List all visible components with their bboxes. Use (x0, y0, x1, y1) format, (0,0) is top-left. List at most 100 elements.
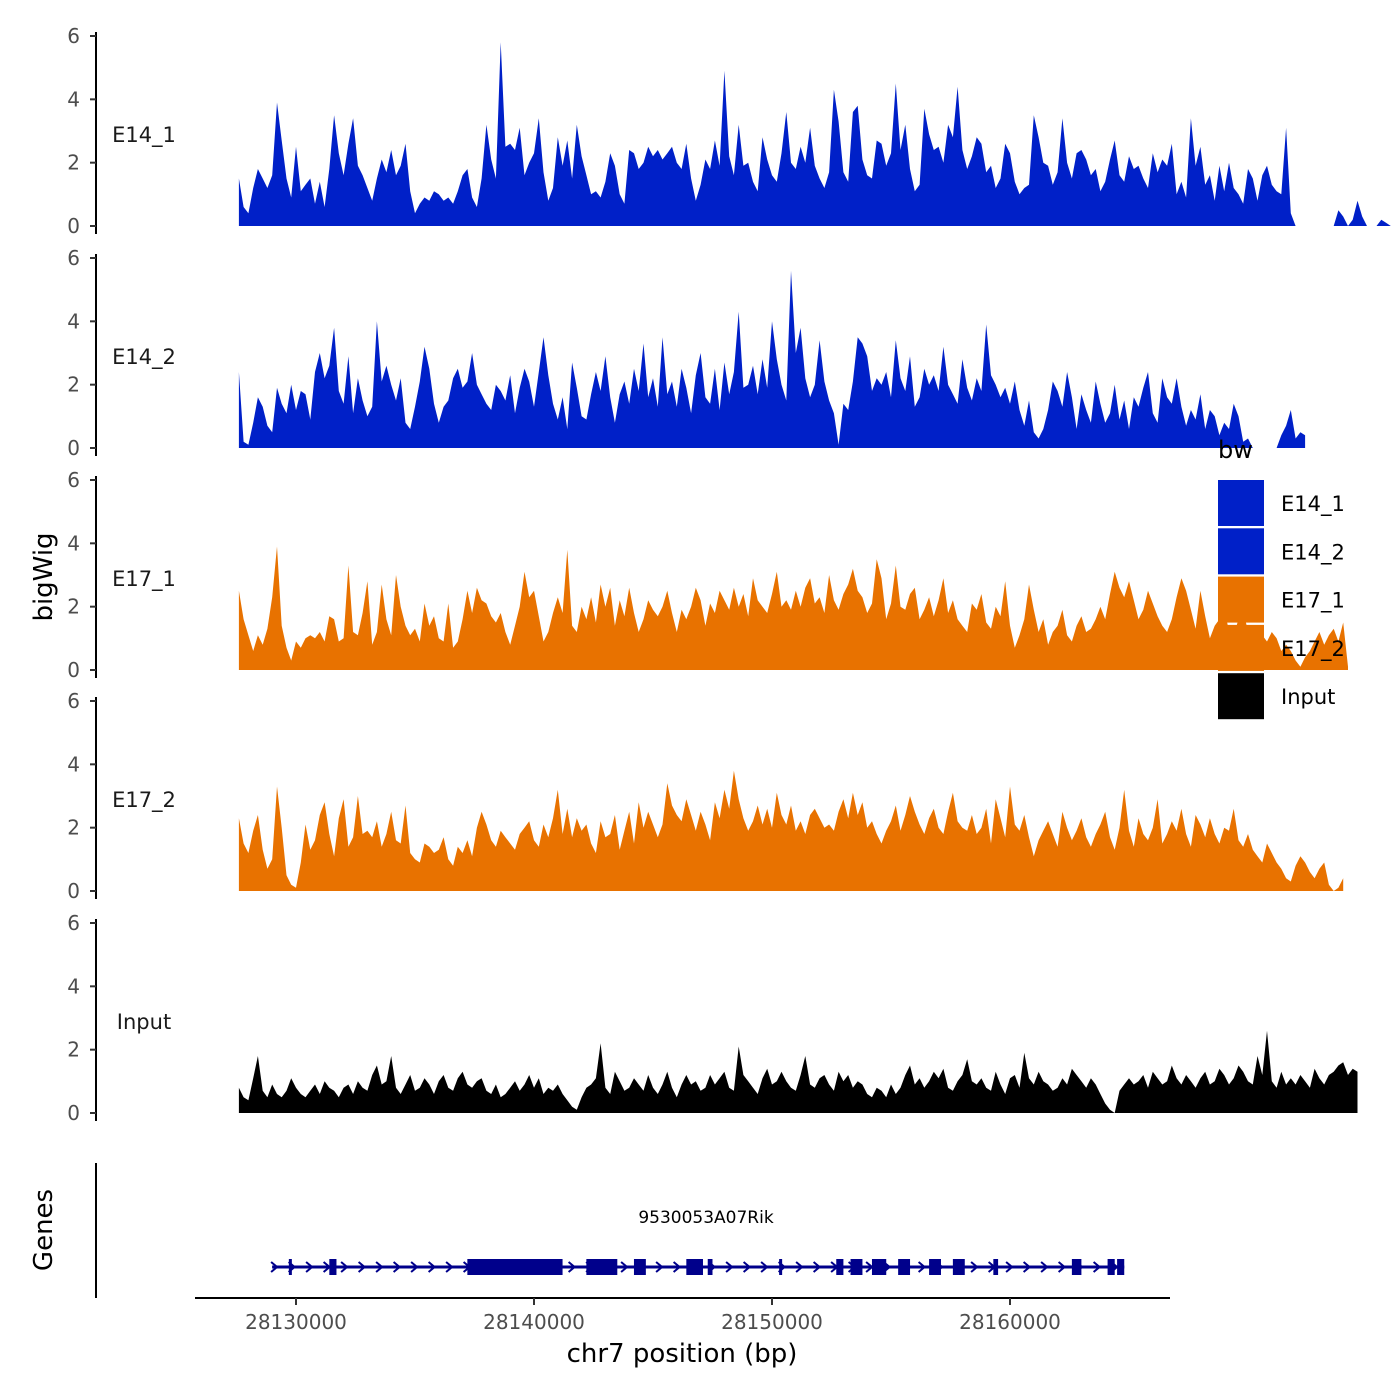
x-axis-title: chr7 position (bp) (567, 1339, 798, 1369)
y-tick-label: 6 (67, 24, 80, 48)
strand-arrow (410, 1261, 419, 1273)
strand-arrow (392, 1261, 402, 1273)
legend: bw E14_1 E14_2 E17_1 E17_2 Input (1218, 436, 1345, 720)
y-tick-label: 4 (67, 87, 80, 111)
y-tick-label: 6 (67, 246, 80, 270)
track-e17_2: 0 2 4 6 E17_2 (67, 689, 1344, 903)
strand-arrow (445, 1261, 454, 1273)
gene-name-label: 9530053A07Rik (638, 1208, 774, 1228)
y-tick-label: 4 (67, 752, 80, 776)
y-tick-label: 6 (67, 689, 80, 713)
strand-arrow (1040, 1261, 1049, 1273)
legend-swatch-e17_1 (1218, 576, 1264, 623)
coverage-area-e17_2 (238, 770, 1344, 891)
track-e14_1: 0 2 4 6 E14_1 (67, 24, 1391, 238)
x-tick-label: 28140000 (483, 1310, 585, 1334)
x-tick-label: 28160000 (959, 1310, 1061, 1334)
gene-track: Genes 9530053A07Rik (29, 1163, 1125, 1298)
track-label: E14_2 (112, 345, 176, 370)
exon (993, 1259, 999, 1275)
y-tick-label: 0 (67, 879, 80, 903)
strand-arrow (1057, 1261, 1067, 1273)
legend-label: E14_1 (1281, 492, 1345, 517)
strand-arrow (305, 1261, 314, 1273)
track-label: Input (117, 1010, 171, 1034)
track-e14_2: 0 2 4 6 E14_2 (67, 246, 1306, 460)
coverage-area-e14_1 (238, 42, 1391, 226)
exon (1071, 1259, 1082, 1275)
y-tick-label: 0 (67, 214, 80, 238)
strand-arrow (917, 1261, 927, 1273)
x-tick-label: 28150000 (721, 1310, 823, 1334)
strand-arrow (812, 1261, 822, 1273)
exon (779, 1259, 783, 1275)
strand-arrow (375, 1261, 384, 1273)
strand-arrow (620, 1261, 629, 1273)
exon (952, 1259, 965, 1275)
legend-label: E14_2 (1281, 540, 1345, 565)
legend-label: E17_1 (1281, 589, 1345, 614)
strand-arrow (357, 1261, 367, 1273)
y-tick-label: 6 (67, 911, 80, 935)
exon (898, 1259, 911, 1275)
strand-arrow (970, 1261, 979, 1273)
y-tick-label: 6 (67, 468, 80, 492)
y-tick-label: 4 (67, 974, 80, 998)
coverage-area-input (238, 1030, 1358, 1113)
exon (467, 1259, 563, 1275)
strand-arrow (567, 1261, 577, 1273)
exon (1107, 1259, 1115, 1275)
legend-swatch-input (1218, 673, 1264, 720)
coverage-area-e17_1 (238, 546, 1348, 670)
y-tick-label: 2 (67, 373, 80, 397)
strand-arrow (340, 1261, 349, 1273)
y-tick-label: 0 (67, 436, 80, 460)
strand-arrow (1092, 1261, 1102, 1273)
strand-arrow (1005, 1261, 1014, 1273)
exon (871, 1259, 887, 1275)
legend-title: bw (1218, 436, 1253, 464)
y-axis-title: bigWig (29, 532, 59, 621)
strand-arrow (672, 1261, 682, 1273)
coverage-area-e14_2 (238, 270, 1306, 448)
strand-arrow (760, 1261, 769, 1273)
exon (329, 1259, 337, 1275)
y-tick-label: 4 (67, 309, 80, 333)
coverage-tracks: 0 2 4 6 E14_1 0 2 4 6 E14_2 0 2 4 6 E17_1 0 2 4 6 E17_2 0 2 4 6… (67, 24, 1391, 1125)
exon (686, 1259, 703, 1275)
y-tick-label: 4 (67, 531, 80, 555)
legend-swatch-e17_2 (1218, 624, 1264, 671)
legend-label: Input (1281, 685, 1335, 709)
exon (707, 1259, 713, 1275)
strand-arrow (1022, 1261, 1032, 1273)
y-tick-label: 0 (67, 1101, 80, 1125)
track-input: 0 2 4 6 Input (67, 911, 1358, 1125)
track-label: E17_2 (112, 788, 176, 813)
legend-swatch-e14_1 (1218, 480, 1264, 526)
gene-track-ylabel: Genes (29, 1189, 59, 1271)
y-tick-label: 2 (67, 816, 80, 840)
exon (586, 1259, 618, 1275)
y-tick-label: 2 (67, 595, 80, 619)
strand-arrow (270, 1261, 279, 1273)
exon (929, 1259, 941, 1275)
x-tick-label: 28130000 (245, 1310, 347, 1334)
exon (1117, 1259, 1125, 1275)
y-tick-label: 2 (67, 1038, 80, 1062)
legend-label: E17_2 (1281, 637, 1345, 662)
y-tick-label: 2 (67, 151, 80, 175)
exon (288, 1259, 292, 1275)
gene-model (270, 1259, 1125, 1275)
strand-arrow (655, 1261, 664, 1273)
x-axis: chr7 position (bp) 28130000 28140000 28150… (195, 1297, 1170, 1369)
strand-arrow (725, 1261, 734, 1273)
track-label: E14_1 (112, 123, 176, 148)
strand-arrow (427, 1261, 437, 1273)
legend-swatch-e14_2 (1218, 528, 1264, 575)
strand-arrow (795, 1261, 804, 1273)
strand-arrow (742, 1261, 752, 1273)
y-tick-label: 0 (67, 658, 80, 682)
exon (633, 1259, 646, 1275)
exon (836, 1259, 844, 1275)
